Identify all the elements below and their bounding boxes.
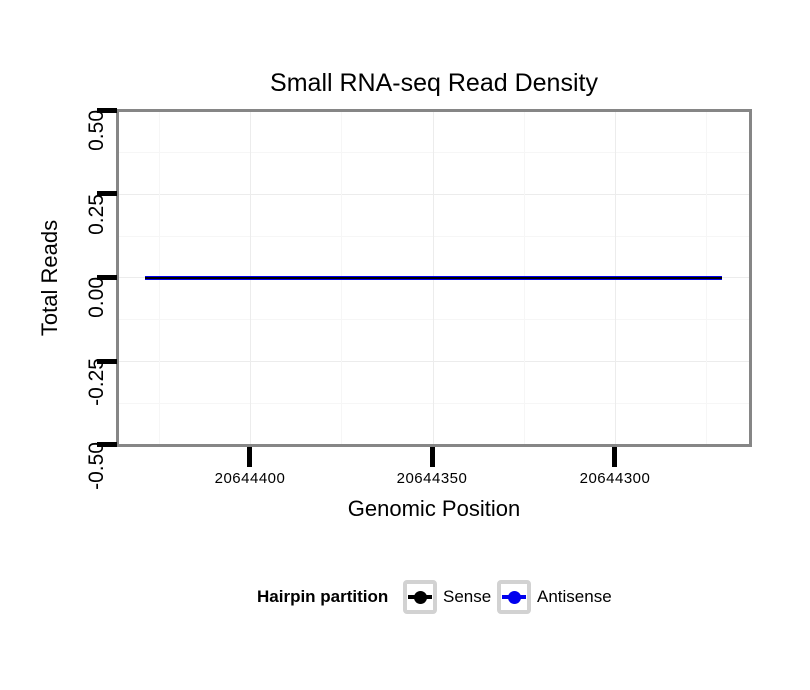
- sense-key-dot-icon: [413, 590, 427, 604]
- y-axis-title: Total Reads: [37, 219, 62, 337]
- x-axis-title: Genomic Position: [347, 496, 521, 521]
- chart-title: Small RNA-seq Read Density: [270, 69, 598, 97]
- y-tick-label: 0.00: [85, 277, 108, 318]
- x-tick-label: 20644350: [396, 470, 468, 487]
- read-density-line: [145, 276, 722, 280]
- gridline-minor-horizontal: [119, 236, 749, 237]
- legend-title: Hairpin partition: [257, 587, 389, 606]
- gridline-major-horizontal: [119, 194, 749, 195]
- y-tick-label: 0.25: [85, 194, 108, 235]
- x-tick-label: 20644400: [214, 470, 286, 487]
- y-tick-label: -0.25: [85, 358, 108, 406]
- y-axis-tick: [97, 275, 117, 280]
- gridline-minor-horizontal: [119, 403, 749, 404]
- plot-panel: [116, 109, 752, 447]
- x-axis-tick: [612, 447, 617, 467]
- y-axis-tick: [97, 359, 117, 364]
- legend-label-sense: Sense: [443, 587, 492, 606]
- y-axis-tick: [97, 442, 117, 447]
- y-axis-tick: [97, 108, 117, 113]
- x-tick-label: 20644300: [579, 470, 651, 487]
- legend-key-sense: [403, 580, 437, 614]
- x-axis-tick: [247, 447, 252, 467]
- gridline-minor-horizontal: [119, 152, 749, 153]
- x-axis-tick: [430, 447, 435, 467]
- legend-label-antisense: Antisense: [537, 587, 612, 606]
- y-tick-label: 0.50: [85, 110, 108, 151]
- gridline-minor-horizontal: [119, 319, 749, 320]
- y-axis-tick: [97, 191, 117, 196]
- y-tick-label: -0.50: [85, 442, 108, 490]
- legend-key-antisense: [497, 580, 531, 614]
- antisense-key-dot-icon: [507, 590, 521, 604]
- sense-line: [145, 277, 722, 279]
- gridline-major-horizontal: [119, 361, 749, 362]
